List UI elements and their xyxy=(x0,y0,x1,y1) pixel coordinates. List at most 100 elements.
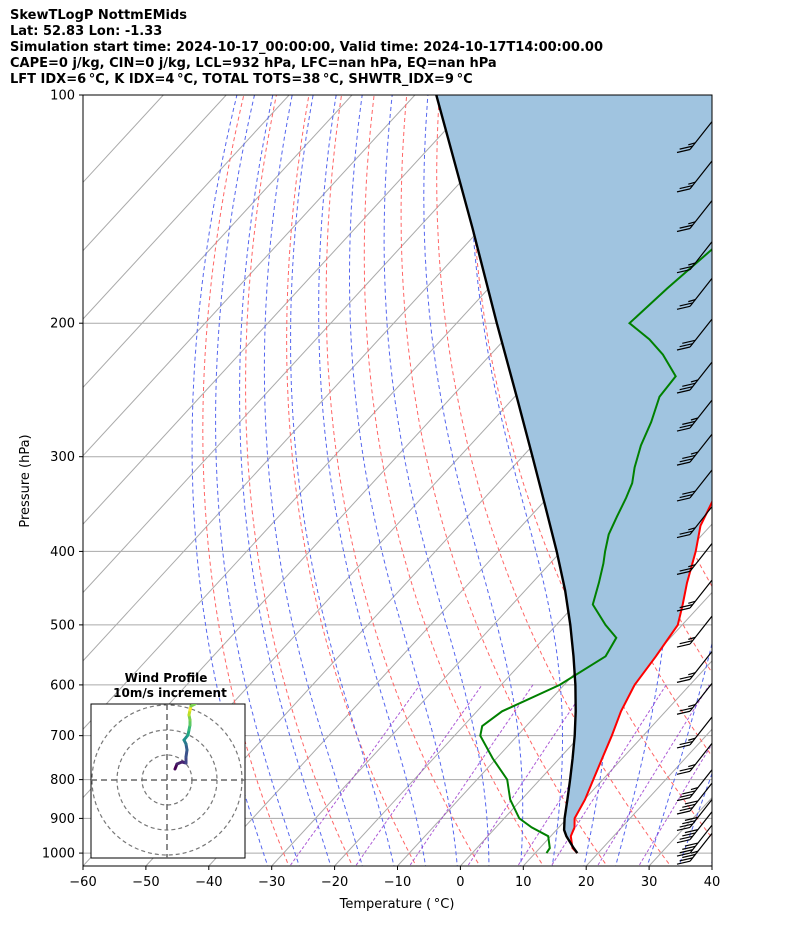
wind-barb xyxy=(676,160,713,193)
dry-adiabat-line xyxy=(729,78,794,869)
barb-staff xyxy=(689,615,713,645)
barb-flag xyxy=(679,493,693,499)
barb-staff xyxy=(689,469,713,499)
barb-staff xyxy=(689,160,713,190)
x-tick-label: −40 xyxy=(195,875,222,890)
barb-flag xyxy=(676,346,691,351)
mixing-ratio-line xyxy=(289,684,421,866)
barb-flag xyxy=(679,224,693,229)
barb-flag xyxy=(682,490,696,495)
x-tick-label: 0 xyxy=(456,875,464,890)
barb-flag xyxy=(679,857,693,862)
wind-barbs xyxy=(676,121,713,865)
barb-flag xyxy=(679,604,693,609)
barb-flag xyxy=(676,607,691,612)
location-line: Lat: 52.83 Lon: -1.33 xyxy=(10,24,163,39)
barb-flag xyxy=(679,849,693,854)
hodograph-trace xyxy=(189,704,197,708)
y-tick-label: 500 xyxy=(50,618,75,633)
cape-area xyxy=(436,95,712,854)
x-tick-label: 40 xyxy=(704,875,721,890)
cape-shading xyxy=(436,95,712,854)
chart-title: SkewTLogP NottmEMids xyxy=(10,8,188,23)
barb-half-flag xyxy=(690,451,699,455)
moist-adiabat-line xyxy=(469,95,563,866)
barb-half-flag xyxy=(690,379,699,383)
barb-flag xyxy=(676,305,691,310)
moist-adiabat-line xyxy=(423,95,524,866)
barb-flag xyxy=(676,770,691,775)
barb-staff xyxy=(689,506,713,535)
barb-staff xyxy=(689,824,713,854)
barb-flag xyxy=(682,382,696,387)
barb-flag xyxy=(682,790,696,795)
mixing-ratio-line xyxy=(596,684,710,866)
mixing-ratio-line xyxy=(550,684,667,866)
wind-barb xyxy=(676,682,713,715)
mixing-ratio-lines xyxy=(289,684,712,866)
moist-adiabat-line xyxy=(709,860,712,866)
barb-flag xyxy=(679,458,693,463)
barb-half-flag xyxy=(688,703,696,708)
barb-half-flag xyxy=(688,262,696,266)
barb-flag xyxy=(679,793,693,798)
barb-half-flag xyxy=(688,564,696,568)
barb-half-flag xyxy=(690,850,699,854)
barb-staff xyxy=(689,579,713,609)
barb-flag xyxy=(679,640,693,645)
barb-flag xyxy=(682,845,696,850)
y-axis-label: Pressure (hPa) xyxy=(18,434,33,527)
x-tick-label: −30 xyxy=(258,875,285,890)
barb-staff xyxy=(689,543,713,572)
barb-flag xyxy=(676,797,691,802)
barb-flag xyxy=(684,829,699,834)
moist-adiabat-line xyxy=(239,95,332,866)
barb-flag xyxy=(682,420,696,425)
barb-flag xyxy=(679,675,693,680)
barb-flag xyxy=(676,678,691,683)
dry-adiabat-line xyxy=(762,78,794,869)
barb-staff xyxy=(689,651,713,680)
isotherm-line xyxy=(83,95,416,457)
wind-barb xyxy=(676,200,713,233)
y-tick-label: 800 xyxy=(50,773,75,788)
barb-flag xyxy=(676,497,691,502)
wind-barb xyxy=(676,241,713,274)
barb-flag xyxy=(679,145,693,150)
x-tick-label: −10 xyxy=(384,875,411,890)
wind-barb xyxy=(676,832,713,865)
dry-adiabat-line xyxy=(503,95,712,758)
barb-half-flag xyxy=(688,672,696,676)
wind-barb xyxy=(676,811,713,844)
barb-flag xyxy=(679,530,693,535)
wind-barb xyxy=(676,399,713,432)
wind-barb xyxy=(676,361,713,394)
barb-flag xyxy=(676,643,691,648)
barb-flag xyxy=(682,853,696,859)
y-tick-label: 900 xyxy=(50,812,75,827)
barb-staff xyxy=(689,433,713,463)
barb-flag xyxy=(679,807,693,812)
wind-profile-title: Wind Profile xyxy=(125,671,208,685)
axes: −60 −50 −40 −30 −20 −10 0 10 20 30 40 1000 900 800 700… xyxy=(42,89,720,891)
barb-half-flag xyxy=(688,600,696,604)
barb-staff xyxy=(689,769,713,799)
moist-adiabat-line xyxy=(191,95,269,866)
mixing-ratio-line xyxy=(354,684,483,866)
barb-flag xyxy=(676,810,691,815)
time-line: Simulation start time: 2024-10-17_00:00:… xyxy=(10,40,603,55)
wind-barb xyxy=(676,318,713,351)
barb-flag xyxy=(679,767,693,772)
barb-flag xyxy=(676,570,691,575)
y-tick-label: 100 xyxy=(50,89,75,104)
x-tick-label: −60 xyxy=(69,875,96,890)
barb-half-flag xyxy=(688,221,696,225)
barb-flag xyxy=(676,710,691,715)
barb-half-flag xyxy=(688,636,696,640)
barb-flag xyxy=(676,852,691,857)
barb-flag xyxy=(682,832,696,837)
moist-adiabat-line xyxy=(678,772,712,866)
dewpoint-line xyxy=(479,247,712,854)
y-tick-label: 200 xyxy=(50,317,75,332)
